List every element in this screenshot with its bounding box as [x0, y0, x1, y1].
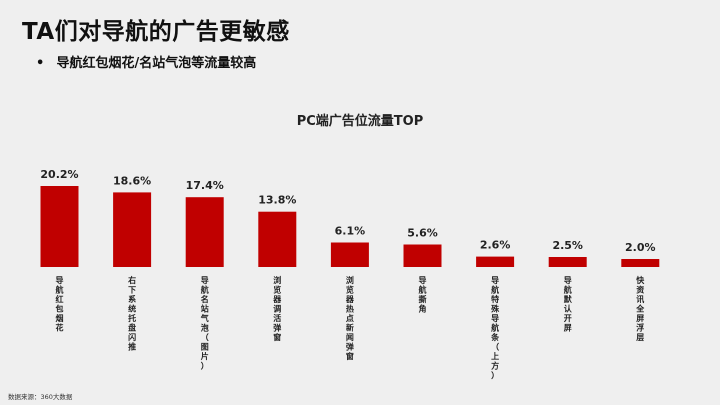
value-label-7: 2.6% [480, 239, 511, 252]
value-label-1: 20.2% [40, 168, 78, 181]
value-label-2: 18.6% [113, 174, 151, 187]
category-label-1: 导航红包烟花 [55, 276, 64, 333]
category-label-6: 导航撕角 [419, 276, 427, 314]
value-label-6: 5.6% [407, 227, 438, 240]
value-label-3: 17.4% [186, 179, 224, 192]
bar-8 [548, 257, 587, 267]
value-label-8: 2.5% [552, 239, 583, 252]
category-label-3: 导航名站气泡（图片） [200, 276, 209, 371]
bar-1 [40, 186, 79, 267]
category-label-5: 浏览器热点新闻弹窗 [345, 275, 355, 361]
category-label-9: 快资讯全屏浮层 [635, 275, 645, 342]
value-label-5: 6.1% [335, 225, 366, 238]
bar-9 [621, 259, 660, 267]
value-label-9: 2.0% [625, 241, 656, 254]
category-label-2: 右下系统托盘闪推 [127, 275, 136, 352]
bar-3 [185, 197, 224, 267]
data-source-note: 数据来源：360大数据 [8, 393, 73, 401]
bullet-marker: • [36, 56, 45, 71]
value-label-4: 13.8% [258, 194, 296, 207]
slide-title: TA们对导航的广告更敏感 [22, 19, 290, 45]
category-label-4: 浏览器调活弹窗 [272, 275, 282, 342]
bar-7 [476, 256, 515, 267]
category-label-8: 导航默认开屏 [564, 276, 573, 333]
bullet-point: • 导航红包烟花/名站气泡等流量较高 [36, 52, 256, 71]
bar-5 [330, 242, 369, 267]
chart-title: PC端广告位流量TOP [296, 114, 424, 129]
bullet-text: 导航红包烟花/名站气泡等流量较高 [56, 56, 257, 71]
bar-4 [258, 211, 297, 267]
bar-6 [403, 244, 442, 267]
bar-2 [113, 192, 152, 267]
category-label-7: 导航特殊导航条（上方） [490, 276, 500, 380]
